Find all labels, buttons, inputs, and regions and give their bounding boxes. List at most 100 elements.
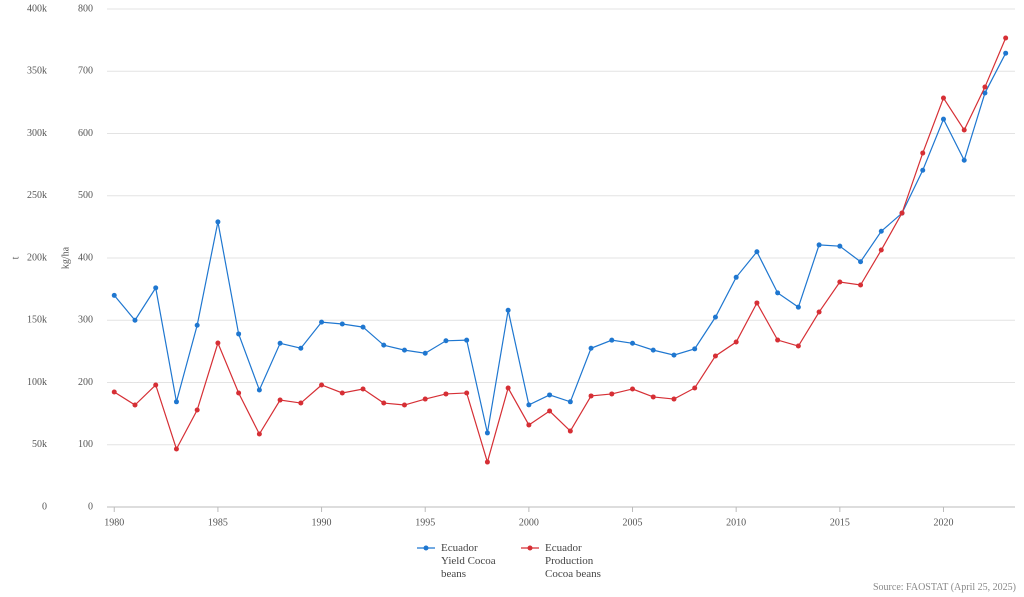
data-point [733, 274, 739, 280]
x-tick-label: 1985 [208, 517, 228, 528]
data-point [505, 385, 511, 391]
legend-label: Ecuador Yield Cocoa beans [441, 542, 496, 580]
data-point [650, 347, 656, 353]
y-tick-label: 200k [27, 252, 47, 263]
data-point [194, 322, 200, 328]
data-point [692, 385, 698, 391]
data-point [940, 95, 946, 101]
data-point [464, 337, 470, 343]
data-point [837, 243, 843, 249]
data-point [236, 390, 242, 396]
data-point [339, 321, 345, 327]
data-point [401, 402, 407, 408]
data-point [547, 408, 553, 414]
data-point [588, 393, 594, 399]
data-point [588, 345, 594, 351]
x-tick-label: 2005 [623, 517, 643, 528]
data-point [194, 407, 200, 413]
data-point [505, 307, 511, 313]
x-tick-label: 2015 [830, 517, 850, 528]
data-point [339, 390, 345, 396]
data-point [609, 391, 615, 397]
data-point [609, 337, 615, 343]
data-point [775, 337, 781, 343]
y-axis-title: t [10, 256, 21, 259]
legend-item[interactable]: Ecuador Yield Cocoa beans [417, 542, 499, 581]
y2-axis-title: kg/ha [60, 246, 71, 269]
data-point [173, 399, 179, 405]
y2-tick-label: 400 [78, 252, 93, 263]
x-tick-label: 2000 [519, 517, 539, 528]
data-point [484, 459, 490, 465]
legend-item[interactable]: Ecuador Production Cocoa beans [521, 542, 607, 581]
data-point [111, 292, 117, 298]
data-point [920, 167, 926, 173]
series-line [113, 37, 1007, 465]
data-point [132, 402, 138, 408]
data-point [878, 247, 884, 253]
data-point [795, 304, 801, 310]
data-point [298, 345, 304, 351]
data-point [256, 387, 262, 393]
data-point [858, 259, 864, 265]
y-tick-label: 350k [27, 66, 47, 77]
data-point [795, 343, 801, 349]
data-point [630, 386, 636, 392]
legend-dot [423, 545, 429, 551]
data-point [775, 290, 781, 296]
data-point [754, 249, 760, 255]
data-point [215, 340, 221, 346]
data-point [464, 390, 470, 396]
y2-tick-label: 200 [78, 377, 93, 388]
data-point [858, 282, 864, 288]
data-point [484, 430, 490, 436]
data-point [712, 314, 718, 320]
data-point [111, 389, 117, 395]
y2-tick-label: 500 [78, 190, 93, 201]
legend: Ecuador Yield Cocoa beans Ecuador Product… [0, 542, 1024, 581]
x-tick-label: 2010 [726, 517, 746, 528]
y-tick-label: 150k [27, 315, 47, 326]
data-point [215, 219, 221, 225]
data-point [754, 300, 760, 306]
data-point [132, 317, 138, 323]
series-line [113, 52, 1007, 434]
data-point [878, 228, 884, 234]
y2-tick-label: 100 [78, 439, 93, 450]
x-tick-label: 1990 [312, 517, 332, 528]
data-point [547, 392, 553, 398]
y2-tick-label: 600 [78, 128, 93, 139]
y2-tick-label: 800 [78, 3, 93, 14]
y2-tick-label: 0 [88, 501, 93, 512]
y-tick-label: 100k [27, 377, 47, 388]
source: Source: FAOSTAT (April 25, 2025) [873, 582, 1016, 593]
x-tick-label: 1980 [104, 517, 124, 528]
y2-tick-label: 300 [78, 315, 93, 326]
data-point [961, 127, 967, 133]
data-point [381, 342, 387, 348]
data-point [319, 319, 325, 325]
data-point [236, 331, 242, 337]
data-point [1003, 35, 1009, 41]
data-point [567, 399, 573, 405]
data-point [422, 396, 428, 402]
data-point [277, 397, 283, 403]
y-tick-label: 250k [27, 190, 47, 201]
data-point [381, 400, 387, 406]
data-point [837, 279, 843, 285]
data-point [173, 446, 179, 452]
data-point [671, 396, 677, 402]
data-point [650, 394, 656, 400]
data-point [443, 391, 449, 397]
x-tick-label: 1995 [415, 517, 435, 528]
data-point [422, 350, 428, 356]
data-point [567, 428, 573, 434]
data-point [526, 422, 532, 428]
data-point [256, 431, 262, 437]
data-point [899, 210, 905, 216]
data-point [360, 386, 366, 392]
data-point [1003, 50, 1009, 56]
data-point [630, 340, 636, 346]
